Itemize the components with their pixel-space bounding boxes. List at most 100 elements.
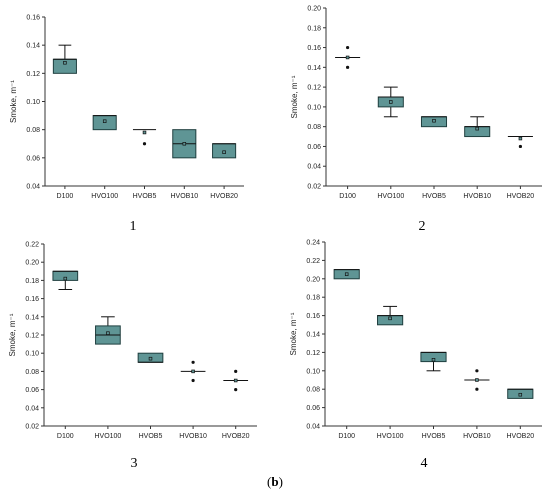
mean-marker [475, 378, 479, 382]
box-hvob20 [507, 136, 533, 149]
x-tick-label: D100 [339, 193, 356, 200]
mean-marker [431, 358, 436, 362]
y-tick-label: 0.22 [306, 258, 320, 265]
caption-close-paren: ) [279, 474, 283, 489]
box-hvob5 [137, 352, 164, 363]
y-tick-label: 0.16 [306, 313, 320, 320]
y-tick-label: 0.08 [307, 124, 321, 131]
mean-marker [182, 142, 187, 146]
x-tick-label: HVOB20 [210, 193, 238, 200]
chart-panel-2: 0.02 0.04 0.06 0.08 0.10 0.12 0.14 0.16 0.18 0.20… [290, 6, 542, 234]
mean-marker [345, 55, 350, 60]
y-tick-label: 0.24 [306, 240, 320, 247]
y-tick-label: 0.20 [307, 6, 321, 13]
mean-marker [222, 150, 226, 154]
y-tick-label: 0.02 [25, 424, 39, 431]
x-tick-label: HVOB5 [422, 193, 446, 200]
y-tick-label: 0.18 [306, 295, 320, 302]
panel-number: 1 [130, 219, 137, 234]
outlier-point [191, 378, 195, 383]
y-tick-label: 0.10 [25, 351, 39, 358]
outlier-point [518, 144, 523, 149]
box-hvob10 [464, 116, 491, 138]
x-tick-label: HVOB20 [222, 433, 250, 440]
box-hvob5 [420, 116, 448, 128]
x-tick-label: D100 [338, 433, 355, 440]
y-tick-label: 0.16 [25, 296, 39, 303]
y-tick-label: 0.18 [25, 278, 39, 285]
mean-marker [142, 130, 147, 135]
panels-layer: 0.04 0.06 0.08 0.10 0.12 0.14 0.16 Smoke, m⁻¹ D1… [8, 6, 542, 471]
box-hvob20 [212, 143, 237, 159]
x-tick-label: HVOB10 [463, 433, 491, 440]
box-hvob20 [507, 388, 534, 399]
box-d100 [52, 270, 79, 290]
y-tick-label: 0.14 [25, 314, 39, 321]
x-tick-label: D100 [57, 433, 74, 440]
y-tick-label: 0.06 [25, 387, 39, 394]
box-hvob10 [180, 360, 206, 383]
x-tick-label: HVOB5 [422, 433, 446, 440]
chart-panel-1: 0.04 0.06 0.08 0.10 0.12 0.14 0.16 Smoke, m⁻¹ D1… [9, 15, 244, 234]
box-hvob20 [223, 369, 249, 392]
y-tick-label: 0.08 [26, 127, 40, 134]
y-tick-label: 0.12 [25, 333, 39, 340]
mean-marker [63, 61, 67, 65]
mean-marker [475, 126, 479, 131]
y-tick-label: 0.22 [25, 242, 39, 249]
y-tick-label: 0.20 [306, 276, 320, 283]
x-tick-label: HVOB5 [139, 433, 163, 440]
y-tick-label: 0.04 [26, 184, 40, 191]
outlier-point [346, 65, 350, 69]
y-tick-label: 0.12 [26, 71, 40, 78]
box-hvob5 [420, 351, 447, 372]
x-tick-label: HVO100 [91, 193, 118, 200]
outlier-point [475, 369, 479, 373]
caption-letter: b [271, 474, 278, 489]
y-tick-label: 0.16 [26, 15, 40, 22]
y-tick-label: 0.06 [307, 144, 321, 151]
panel-number: 3 [131, 456, 138, 471]
y-axis-label: Smoke, m⁻¹ [9, 80, 18, 123]
caption-open-paren: ( [267, 474, 271, 489]
outlier-point [346, 45, 350, 50]
y-tick-label: 0.10 [26, 99, 40, 106]
outlier-point [234, 369, 238, 373]
y-tick-label: 0.18 [307, 25, 321, 32]
mean-marker [432, 118, 436, 123]
box-hvob5 [132, 129, 157, 146]
mean-marker [344, 272, 349, 276]
y-tick-label: 0.10 [307, 104, 321, 111]
mean-marker [233, 378, 238, 383]
y-tick-label: 0.04 [307, 164, 321, 171]
mean-marker [63, 276, 68, 281]
y-tick-label: 0.14 [26, 43, 40, 50]
panel-number: 4 [421, 456, 428, 471]
mean-marker [106, 331, 110, 335]
box-hvob10 [464, 369, 490, 391]
mean-marker [148, 356, 153, 361]
y-axis-label: Smoke, m⁻¹ [8, 313, 17, 356]
x-tick-label: HVO100 [377, 433, 404, 440]
x-tick-label: HVOB10 [179, 433, 207, 440]
y-tick-label: 0.14 [307, 65, 321, 72]
y-tick-label: 0.12 [307, 85, 321, 92]
mean-marker [388, 316, 392, 321]
outlier-point [475, 387, 479, 391]
y-tick-label: 0.04 [306, 424, 320, 431]
mean-marker [102, 119, 107, 123]
y-tick-label: 0.08 [25, 369, 39, 376]
x-tick-label: HVOB5 [133, 193, 157, 200]
box-d100 [52, 44, 77, 74]
mean-marker [191, 369, 195, 374]
box-hvo100 [92, 115, 117, 131]
y-tick-label: 0.20 [25, 260, 39, 267]
x-tick-label: HVO100 [94, 433, 121, 440]
outlier-point [142, 142, 147, 146]
y-tick-label: 0.08 [306, 387, 320, 394]
x-tick-label: HVOB20 [507, 193, 535, 200]
chart-panel-3: 0.02 0.04 0.06 0.08 0.10 0.12 0.14 0.16 0.18 0.20… [8, 242, 257, 471]
y-tick-label: 0.06 [26, 155, 40, 162]
y-tick-label: 0.10 [306, 368, 320, 375]
